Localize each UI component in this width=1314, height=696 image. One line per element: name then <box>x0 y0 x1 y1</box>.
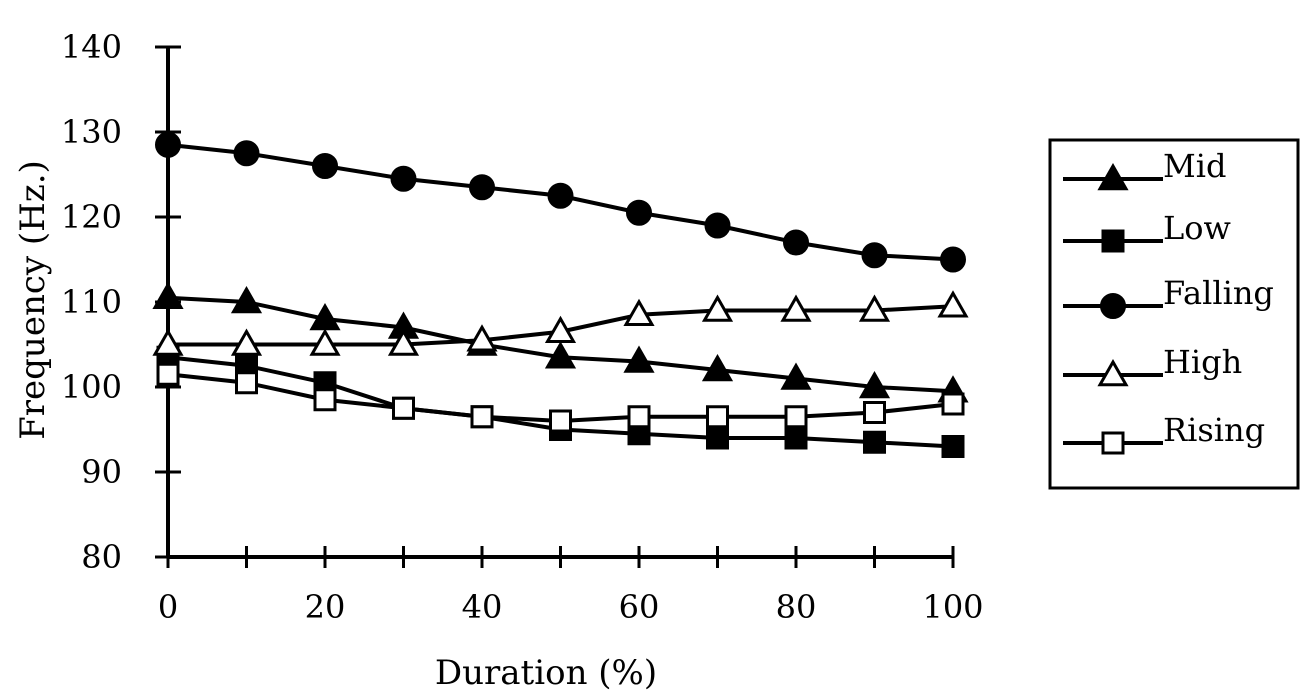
legend: Mid Low Falling High Rising <box>1048 138 1300 490</box>
legend-item-falling: Falling <box>1063 274 1274 319</box>
data-point-high <box>309 328 341 356</box>
data-point-low <box>784 426 808 450</box>
data-point-high <box>623 298 655 326</box>
y-tick-label: 140 <box>61 28 122 66</box>
data-point-low <box>863 430 886 454</box>
data-point-rising <box>313 388 337 412</box>
legend-marker-falling <box>1100 293 1126 319</box>
data-point-high <box>230 328 263 356</box>
data-point-high <box>152 328 184 356</box>
y-tick-label: 80 <box>81 538 122 576</box>
y-tick-label: 110 <box>61 283 122 321</box>
data-point-falling <box>861 242 888 269</box>
data-point-mid <box>544 341 577 369</box>
data-point-rising <box>235 371 258 395</box>
x-tick-label: 100 <box>922 588 983 626</box>
legend-label: Mid <box>1163 147 1226 185</box>
data-point-falling <box>626 199 652 226</box>
data-point-falling <box>940 246 966 273</box>
data-point-rising <box>549 409 572 433</box>
data-point-falling <box>469 174 495 201</box>
data-point-mid <box>152 281 184 309</box>
y-tick-label: 90 <box>81 453 122 491</box>
legend-label: Falling <box>1163 274 1274 312</box>
legend-item-rising: Rising <box>1063 411 1265 455</box>
data-point-high <box>387 328 420 356</box>
y-axis-label: Frequency (Hz.) <box>13 160 53 440</box>
data-point-falling <box>783 229 809 256</box>
legend-box <box>1048 138 1300 490</box>
data-point-rising <box>784 405 808 429</box>
data-point-rising <box>941 392 965 416</box>
data-point-falling <box>312 153 338 179</box>
data-point-low <box>941 435 965 458</box>
data-point-falling <box>233 140 260 167</box>
data-point-rising <box>706 405 729 429</box>
data-point-high <box>780 294 812 322</box>
data-point-high <box>701 294 734 322</box>
x-tick-label: 80 <box>776 588 817 626</box>
legend-label: Rising <box>1163 411 1265 449</box>
data-point-high <box>466 324 498 352</box>
data-point-falling <box>704 212 731 239</box>
y-tick-label: 120 <box>61 198 122 236</box>
x-tick-label: 60 <box>619 588 660 626</box>
data-point-rising <box>627 405 651 429</box>
data-point-rising <box>470 405 494 429</box>
data-point-falling <box>547 182 574 209</box>
x-tick-label: 40 <box>462 588 503 626</box>
legend-marker-low <box>1101 229 1125 253</box>
data-point-low <box>706 426 729 450</box>
x-axis-label: Duration (%) <box>435 653 657 693</box>
legend-label: High <box>1163 343 1242 381</box>
data-point-rising <box>392 396 415 420</box>
data-point-mid <box>858 370 891 399</box>
legend-item-mid: Mid <box>1063 147 1226 191</box>
series-layer <box>152 131 969 458</box>
data-point-high <box>858 294 891 322</box>
y-tick-label: 100 <box>61 368 122 406</box>
legend-marker-high <box>1097 358 1129 387</box>
data-point-high <box>937 290 969 318</box>
legend-item-low: Low <box>1063 209 1231 253</box>
legend-label: Low <box>1163 209 1231 247</box>
legend-item-high: High <box>1063 343 1242 387</box>
series-high <box>152 290 969 356</box>
axes: 80 90 100 110 120 130 140 0 20 40 60 80 100 Duration … <box>13 28 984 693</box>
series-falling <box>155 131 966 273</box>
data-point-rising <box>156 362 180 386</box>
legend-marker-mid <box>1097 162 1129 191</box>
data-point-mid <box>701 353 734 382</box>
data-point-falling <box>390 165 417 192</box>
series-rising <box>156 362 965 433</box>
y-tick-label: 130 <box>61 113 122 151</box>
x-tick-label: 0 <box>158 588 178 626</box>
data-point-falling <box>155 131 181 158</box>
legend-marker-rising <box>1101 431 1125 455</box>
x-tick-label: 20 <box>305 588 346 626</box>
data-point-rising <box>863 401 886 424</box>
data-point-high <box>544 315 577 343</box>
data-point-mid <box>780 362 812 390</box>
data-point-mid <box>230 285 263 314</box>
data-point-mid <box>623 345 655 373</box>
